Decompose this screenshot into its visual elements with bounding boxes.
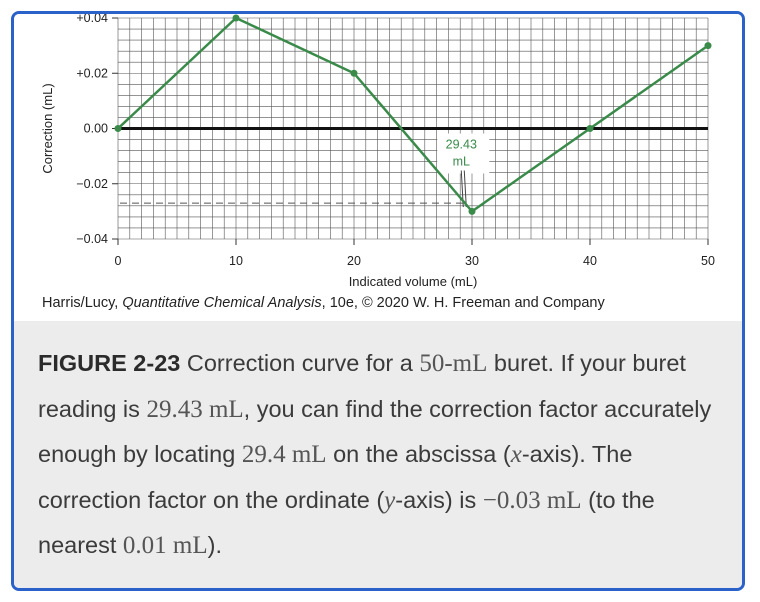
figure-label: FIGURE 2-23 [38, 350, 181, 376]
caption-text: buret. If your buret reading is [38, 350, 686, 422]
caption-text: , you can find the correction factor acc… [38, 395, 712, 468]
x-axis-label: Indicated volume (mL) [349, 274, 478, 289]
caption-text: (to the nearest [38, 486, 655, 559]
annotation-label-box [437, 133, 490, 174]
data-point [232, 14, 240, 22]
correction-curve-line [117, 16, 709, 213]
credit-book-title: Quantitative Chemical Analysis [122, 295, 322, 311]
x-tick-label: 10 [229, 254, 243, 268]
caption-text: ). [207, 532, 222, 558]
correction-curve-chart: +0.04 +0.02 0.00 −0.02 −0.04 0 10 20 30 40 50 Indic… [40, 14, 715, 289]
caption-text: -axis). The correction factor on the ord… [38, 441, 633, 513]
y-tick-label: −0.04 [76, 232, 108, 246]
data-point [704, 42, 712, 50]
y-tick-label: 0.00 [84, 122, 108, 136]
annotation-unit-label: mL [453, 155, 470, 169]
credit-prefix: Harris/Lucy, [42, 295, 123, 311]
annotation-value-label: 29.43 [446, 138, 477, 152]
caption-text: -axis) is [395, 486, 483, 513]
caption-math: 29.43 mL [146, 395, 244, 423]
figure-card: +0.04 +0.02 0.00 −0.02 −0.04 0 10 20 30 40 50 Indic… [11, 11, 745, 591]
caption-text: on the abscissa ( [326, 441, 511, 467]
data-point [114, 125, 122, 132]
y-tick-label: +0.02 [76, 66, 108, 80]
caption-math: 0.01 mL [122, 532, 208, 559]
caption-math: −0.03 mL [482, 486, 582, 514]
x-tick-label: 50 [701, 254, 715, 268]
x-tick-label: 20 [347, 254, 361, 268]
y-tick-label: +0.04 [76, 14, 108, 25]
caption-text: Correction curve for a [180, 350, 420, 376]
caption-panel: FIGURE 2-23 Correction curve for a 50-mL… [14, 321, 742, 588]
data-point [586, 125, 594, 132]
y-axis-label: Correction (mL) [40, 83, 55, 173]
figure-caption: FIGURE 2-23 Correction curve for a 50-mL… [38, 341, 718, 569]
caption-math: x [510, 441, 522, 468]
x-tick-label: 0 [115, 254, 122, 268]
figure-area: +0.04 +0.02 0.00 −0.02 −0.04 0 10 20 30 40 50 Indic… [14, 14, 742, 321]
caption-math: 29.4 mL [241, 441, 327, 468]
data-point [468, 207, 476, 215]
x-tick-label: 40 [583, 254, 597, 268]
figure-credit: Harris/Lucy, Quantitative Chemical Analy… [42, 295, 605, 311]
caption-math: y [384, 486, 396, 514]
y-tick-label: −0.02 [76, 177, 108, 191]
annotation-pointer-line [463, 170, 467, 208]
data-point [350, 69, 358, 77]
caption-math: 50-mL [419, 350, 488, 377]
credit-suffix: , 10e, © 2020 W. H. Freeman and Company [321, 295, 605, 311]
x-tick-label: 30 [465, 254, 479, 268]
